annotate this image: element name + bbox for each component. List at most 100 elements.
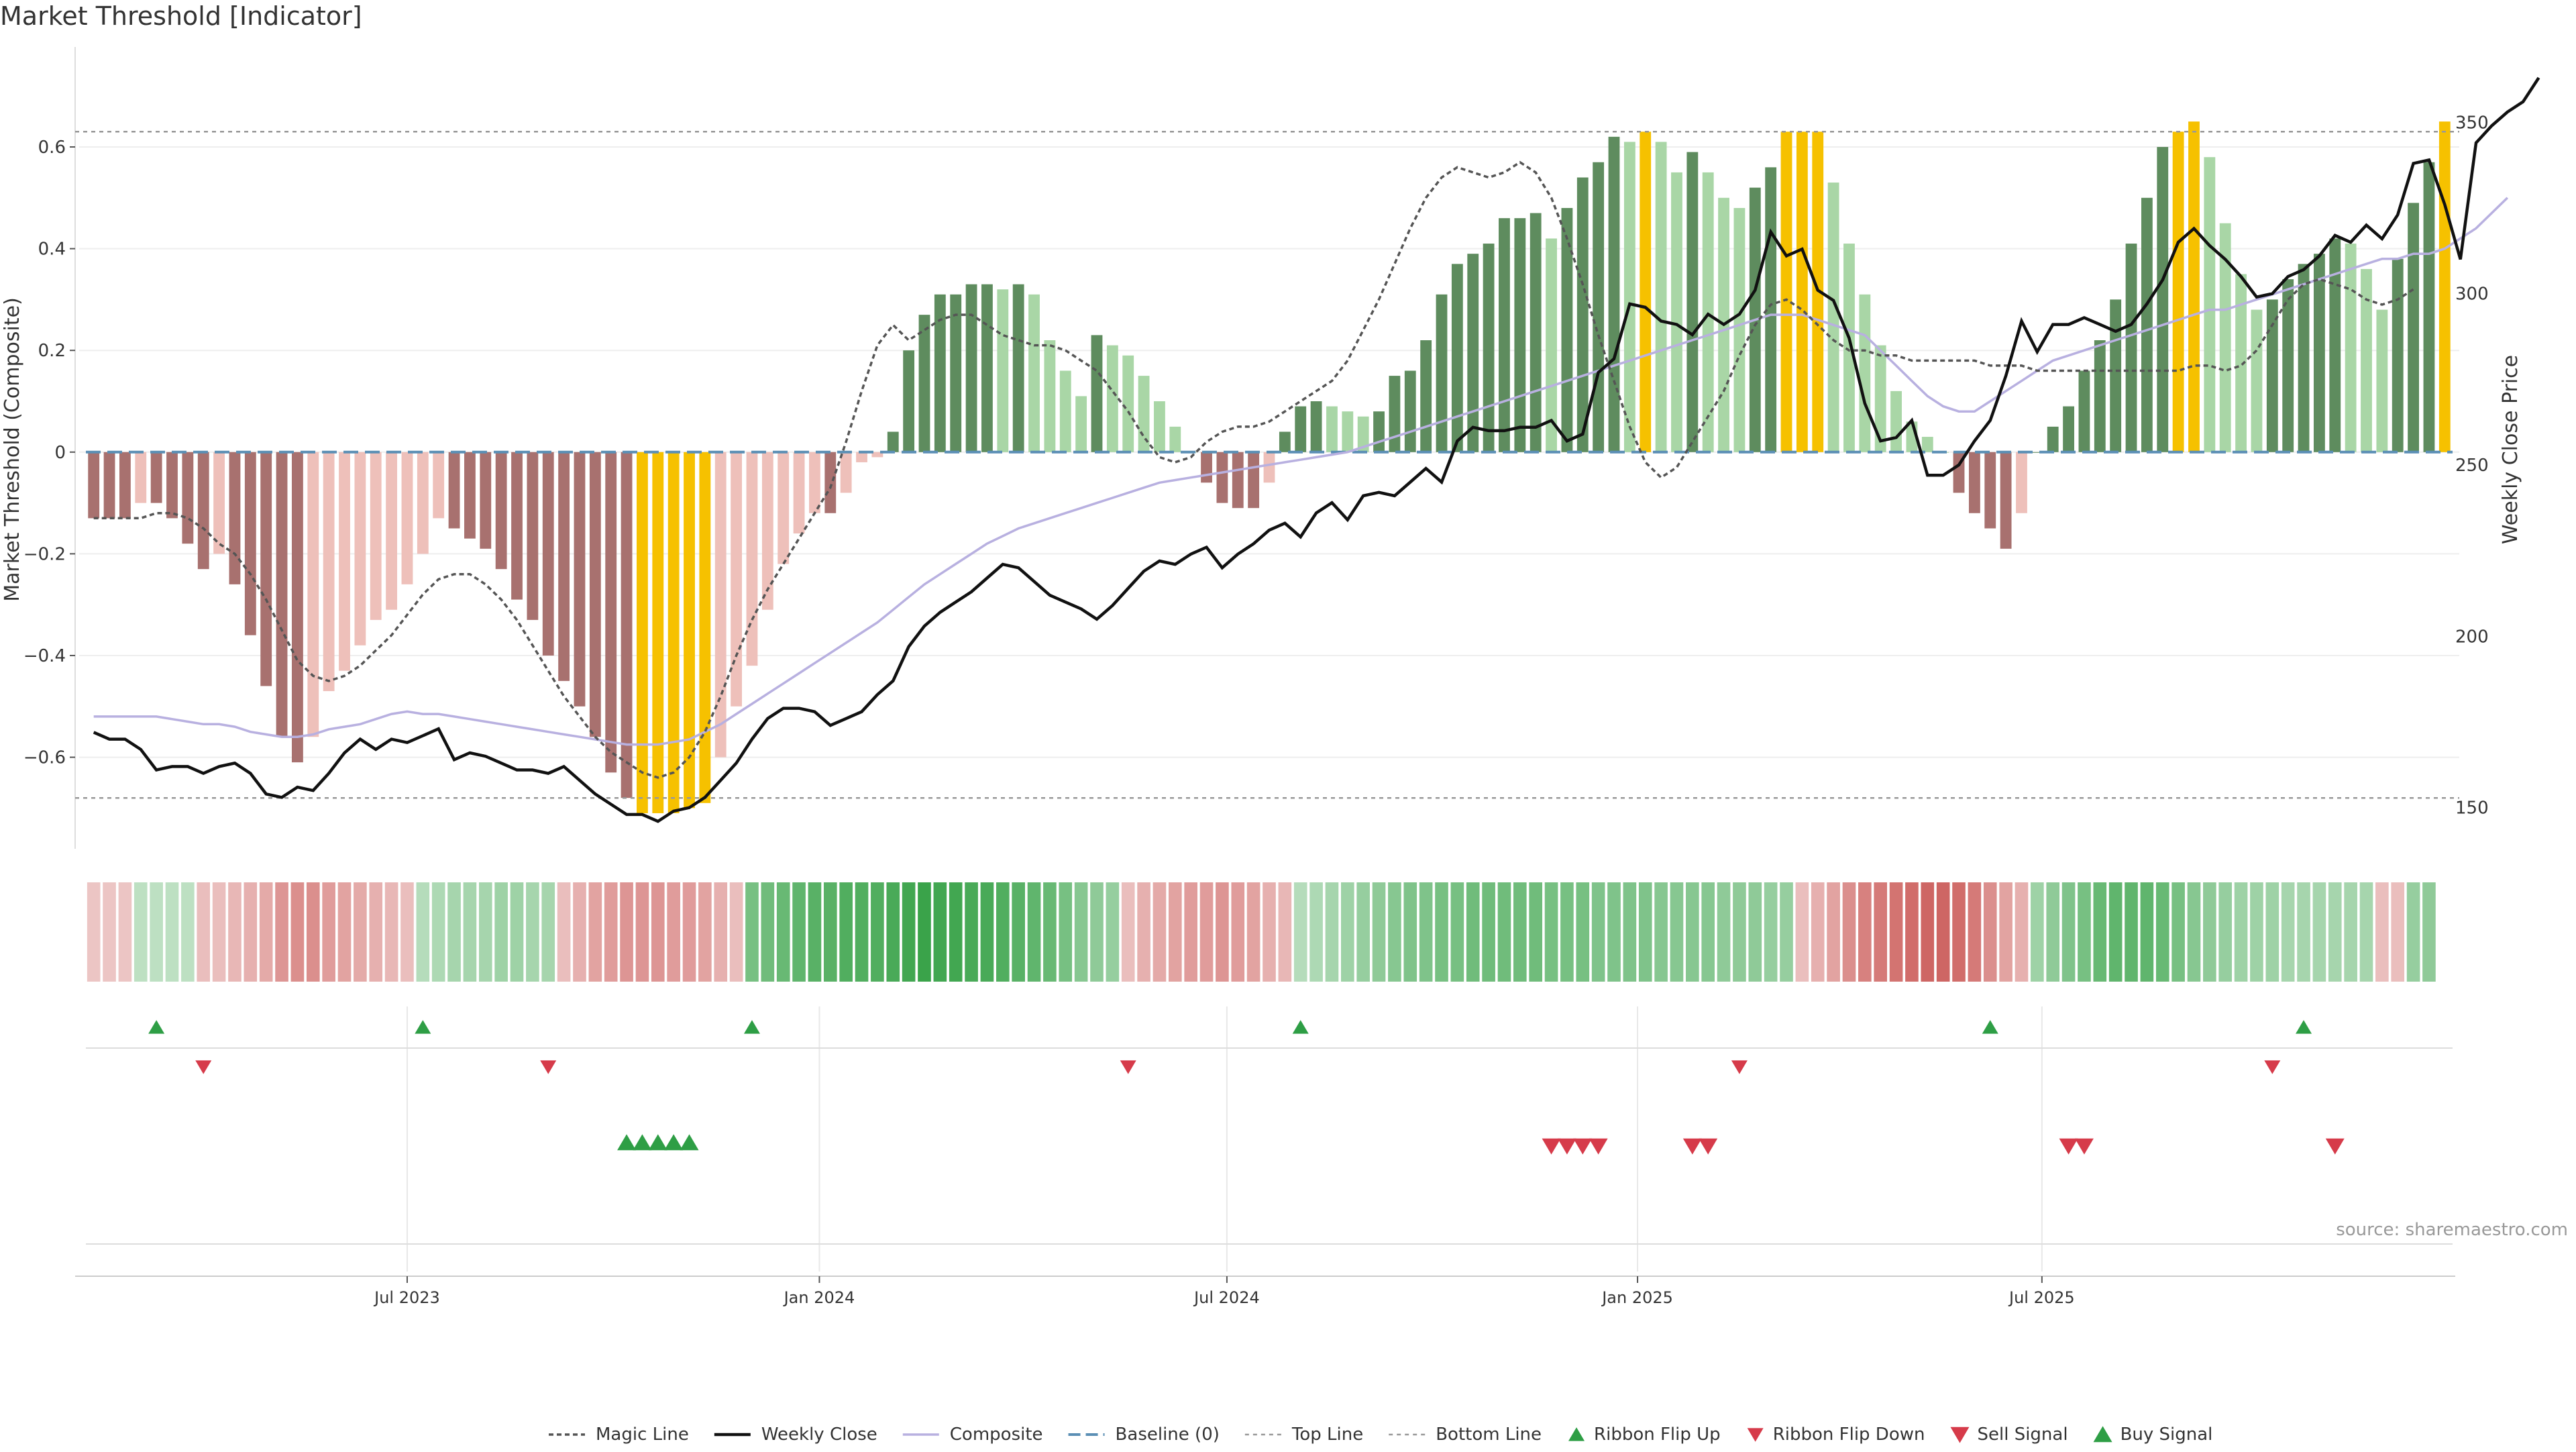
ribbon-cell (1701, 882, 1715, 982)
composite-bar (433, 452, 445, 519)
legend-label: Weekly Close (761, 1424, 877, 1445)
composite-bar (1075, 396, 1087, 452)
composite-bar (761, 452, 773, 610)
buy-signal-marker (680, 1134, 699, 1151)
ribbon-cell (384, 882, 398, 982)
composite-bar (981, 284, 993, 452)
composite-bar (2313, 254, 2325, 452)
ribbon-cell (1216, 882, 1229, 982)
legend-label: Baseline (0) (1116, 1424, 1220, 1445)
composite-bar (1576, 177, 1589, 452)
ribbon-cell (1983, 882, 1997, 982)
y-axis-label: Market Threshold (Composite) (1, 297, 24, 602)
ribbon-cell (2078, 882, 2091, 982)
ribbon-cell (1811, 882, 1825, 982)
composite-bar (1279, 431, 1291, 452)
ribbon-cell (118, 882, 132, 982)
ribbon-cell (1231, 882, 1245, 982)
composite-bar (1514, 218, 1526, 452)
composite-bar (2110, 299, 2122, 452)
ribbon-cell (667, 882, 680, 982)
sell-signal-marker (2325, 1138, 2345, 1155)
ribbon-cell (2187, 882, 2201, 982)
ribbon-cell (133, 882, 148, 982)
composite-bar (2172, 132, 2184, 452)
sell-signal-marker (2059, 1138, 2078, 1155)
composite-bar (213, 452, 225, 554)
composite-bar (1389, 376, 1401, 452)
composite-bar (965, 284, 977, 452)
composite-bar (684, 452, 695, 809)
ribbon-cell (244, 882, 258, 982)
composite-bar (1373, 411, 1385, 452)
y-tick-label: 0 (54, 443, 66, 463)
ribbon-cell (871, 882, 884, 982)
composite-bar (1561, 207, 1573, 452)
ribbon-cell (2061, 882, 2076, 982)
ribbon-cell (682, 882, 696, 982)
ribbon-cell (996, 882, 1010, 982)
ribbon-cell (588, 882, 602, 982)
composite-bar (2376, 309, 2388, 452)
y-tick-label: −0.2 (23, 544, 66, 564)
composite-bar (1310, 401, 1322, 452)
y2-axis-label: Weekly Close Price (2499, 355, 2522, 544)
ribbon-cell (1591, 882, 1605, 982)
ribbon-cell (902, 882, 916, 982)
composite-bar (950, 294, 962, 452)
ribbon-cell (1059, 882, 1073, 982)
composite-bar (229, 452, 241, 584)
ribbon-cell (949, 882, 963, 982)
composite-bar (1702, 172, 1714, 452)
ribbon-cell (2375, 882, 2389, 982)
ribbon-cell (1999, 882, 2012, 982)
composite-bar (182, 452, 194, 544)
ribbon-cell (1450, 882, 1464, 982)
ribbon-cell (1435, 882, 1448, 982)
ribbon-cell (541, 882, 555, 982)
sell-signal-marker (2074, 1138, 2094, 1155)
ribbon-cell (510, 882, 524, 982)
composite-bar (2438, 121, 2451, 452)
ribbon-cell (1717, 882, 1731, 982)
legend-label: Ribbon Flip Up (1594, 1424, 1721, 1445)
ribbon-cell (463, 882, 477, 982)
x-tick-label: Jul 2024 (1193, 1288, 1260, 1307)
composite-bar (370, 452, 382, 620)
ribbon-cell (2297, 882, 2310, 982)
composite-bar (699, 452, 711, 803)
ribbon-cell (165, 882, 179, 982)
ribbon-cell (1012, 882, 1025, 982)
composite-bar (1608, 136, 1620, 452)
ribbon-cell (290, 882, 305, 982)
composite-bar (2063, 406, 2074, 452)
composite-bar (307, 452, 319, 737)
composite-bar (903, 350, 915, 452)
composite-bar (871, 452, 883, 458)
ribbon-cell (181, 882, 195, 982)
composite-bar (1326, 406, 1338, 452)
ribbon-cell (1827, 882, 1840, 982)
ribbon-cell (1952, 882, 1966, 982)
composite-bars (88, 121, 2451, 813)
composite-bar (135, 452, 147, 503)
legend-label: Buy Signal (2121, 1424, 2213, 1445)
composite-bar (1984, 452, 1996, 529)
composite-bar (103, 452, 115, 519)
composite-bar (809, 452, 820, 513)
ribbon-cell (212, 882, 226, 982)
composite-bar (2266, 299, 2278, 452)
ribbon-cell (823, 882, 837, 982)
ribbon-cell (1278, 882, 1292, 982)
composite-bar (511, 452, 523, 600)
composite-bar (1420, 340, 1432, 452)
composite-bar (260, 452, 272, 686)
ribbon-flip-down-marker (1120, 1060, 1136, 1074)
composite-bar (2219, 223, 2231, 452)
composite-bar (119, 452, 131, 519)
ribbon-cell (855, 882, 869, 982)
sell-signal-marker (1557, 1138, 1576, 1155)
composite-bar (1827, 183, 1839, 452)
ribbon-cell (1544, 882, 1558, 982)
ribbon-cell (2203, 882, 2216, 982)
